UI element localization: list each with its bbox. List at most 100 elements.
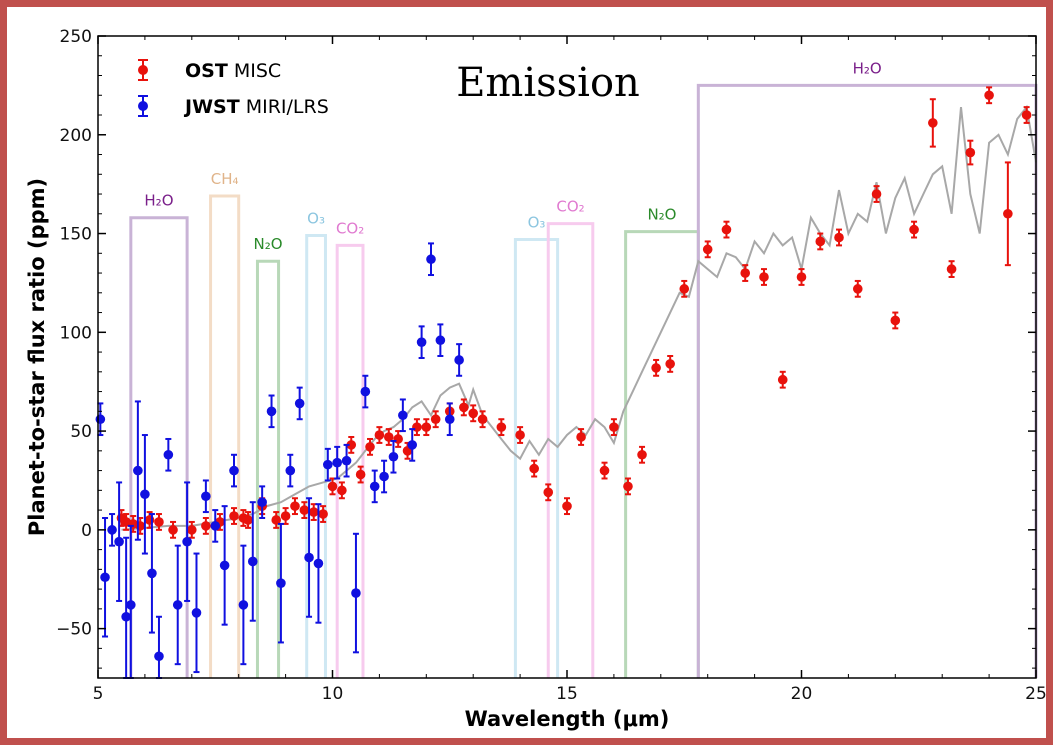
ost-point-59 bbox=[890, 315, 901, 326]
x-axis-label: Wavelength (μm) bbox=[465, 707, 670, 731]
legend-jwst-bold: JWST bbox=[183, 96, 240, 118]
jwst-point-8 bbox=[147, 568, 157, 579]
jwst-point-37 bbox=[416, 337, 427, 347]
ost-point-49 bbox=[702, 244, 713, 255]
axes: 5 10 15 20 25 −50 0 50 100 150 200 250 bbox=[56, 27, 1047, 704]
band-2 bbox=[255, 259, 281, 678]
jwst-point-38 bbox=[426, 254, 436, 265]
jwst-point-32 bbox=[369, 481, 380, 492]
ost-point-62 bbox=[946, 264, 957, 274]
jwst-point-24 bbox=[294, 398, 305, 409]
jwst-point-36 bbox=[407, 440, 418, 450]
ost-point-35 bbox=[477, 414, 488, 425]
band-label-3: O₃ bbox=[307, 210, 325, 228]
ost-point-63 bbox=[965, 147, 976, 158]
jwst-point-22 bbox=[276, 578, 286, 588]
ost-point-17 bbox=[299, 505, 310, 515]
ost-point-64 bbox=[984, 90, 994, 101]
model-line bbox=[121, 104, 1037, 531]
ost-point-39 bbox=[543, 487, 554, 498]
ost-point-24 bbox=[365, 442, 375, 452]
ost-point-47 bbox=[665, 359, 675, 369]
jwst-point-30 bbox=[351, 588, 361, 598]
band-0 bbox=[129, 216, 189, 678]
jwst-point-0 bbox=[95, 414, 106, 425]
legend-label-ost: OST MISC bbox=[185, 60, 281, 82]
ost-point-58 bbox=[871, 189, 882, 199]
ost-point-8 bbox=[201, 521, 211, 531]
ost-point-65 bbox=[1003, 208, 1013, 219]
ost-point-29 bbox=[412, 422, 422, 432]
jwst-point-15 bbox=[210, 521, 221, 531]
ost-point-5 bbox=[154, 517, 164, 527]
jwst-series bbox=[95, 242, 464, 679]
jwst-point-4 bbox=[121, 611, 131, 622]
jwst-point-28 bbox=[332, 457, 342, 468]
legend-ost-bold: OST bbox=[185, 60, 228, 82]
jwst-point-18 bbox=[238, 600, 249, 610]
jwst-point-27 bbox=[323, 459, 333, 470]
jwst-point-6 bbox=[133, 465, 143, 476]
y-tick-label-3: 100 bbox=[60, 323, 92, 343]
jwst-point-23 bbox=[285, 465, 296, 476]
ost-point-54 bbox=[796, 272, 807, 282]
ost-point-25 bbox=[374, 430, 385, 440]
jwst-point-2 bbox=[107, 525, 117, 535]
ost-point-6 bbox=[168, 525, 178, 535]
jwst-point-34 bbox=[388, 451, 399, 462]
ost-point-61 bbox=[928, 118, 938, 128]
chart-title: Emission bbox=[456, 60, 640, 106]
legend-label-jwst: JWST MIRI/LRS bbox=[183, 96, 329, 118]
ost-point-44 bbox=[623, 481, 633, 492]
jwst-point-7 bbox=[140, 489, 150, 500]
ost-point-30 bbox=[421, 422, 432, 432]
jwst-point-33 bbox=[379, 471, 389, 482]
ost-point-43 bbox=[609, 422, 619, 432]
ost-point-19 bbox=[318, 509, 328, 519]
legend-marker-ost bbox=[138, 59, 148, 81]
legend-jwst-rest: MIRI/LRS bbox=[240, 96, 329, 118]
ost-point-66 bbox=[1021, 110, 1032, 120]
jwst-point-41 bbox=[454, 355, 464, 365]
band-1 bbox=[209, 194, 241, 678]
model-spectrum bbox=[121, 104, 1037, 531]
band-5 bbox=[513, 237, 560, 678]
ost-point-27 bbox=[393, 434, 403, 444]
ost-point-55 bbox=[815, 236, 826, 247]
ost-point-33 bbox=[459, 402, 469, 413]
band-6 bbox=[546, 222, 595, 678]
band-label-5: O₃ bbox=[528, 213, 546, 231]
jwst-point-26 bbox=[313, 558, 324, 569]
jwst-point-31 bbox=[360, 386, 371, 397]
ost-point-12 bbox=[243, 515, 253, 525]
y-tick-label-4: 150 bbox=[60, 225, 92, 245]
legend-marker-jwst bbox=[138, 95, 148, 117]
jwst-point-14 bbox=[201, 491, 211, 502]
band-label-4: CO₂ bbox=[336, 219, 364, 237]
jwst-point-9 bbox=[154, 651, 164, 662]
jwst-point-21 bbox=[266, 406, 277, 417]
ost-point-46 bbox=[651, 363, 661, 373]
y-tick-label-1: 0 bbox=[81, 521, 92, 541]
x-tick-label-1: 10 bbox=[322, 684, 344, 704]
band-label-0: H₂O bbox=[144, 192, 173, 210]
jwst-point-11 bbox=[172, 600, 183, 610]
ost-point-26 bbox=[383, 432, 394, 442]
ost-series bbox=[116, 86, 1032, 539]
ost-point-18 bbox=[308, 507, 319, 517]
ost-point-48 bbox=[679, 284, 690, 294]
band-label-2: N₂O bbox=[253, 235, 282, 253]
ost-point-21 bbox=[337, 485, 347, 496]
ost-point-31 bbox=[430, 414, 441, 425]
ost-point-42 bbox=[599, 465, 610, 476]
x-tick-label-0: 5 bbox=[93, 684, 104, 704]
ost-point-52 bbox=[759, 272, 769, 282]
ost-point-3 bbox=[135, 521, 146, 531]
ost-point-22 bbox=[346, 440, 357, 450]
x-tick-label-2: 15 bbox=[556, 684, 578, 704]
ost-point-53 bbox=[777, 374, 788, 385]
ost-point-34 bbox=[468, 408, 479, 419]
jwst-point-20 bbox=[257, 497, 267, 507]
jwst-point-1 bbox=[100, 572, 110, 583]
jwst-point-39 bbox=[435, 335, 446, 346]
